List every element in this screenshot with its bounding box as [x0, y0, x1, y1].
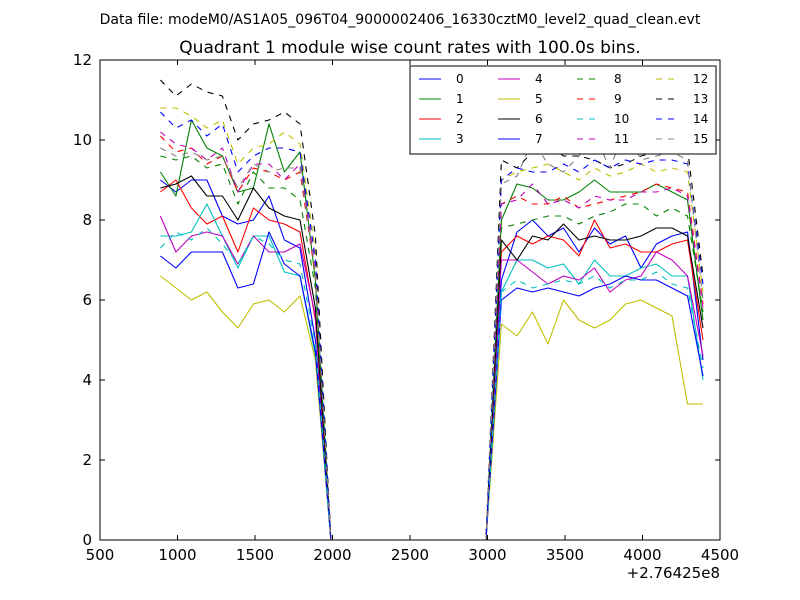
legend-label-11: 11	[614, 132, 629, 146]
x-tick-label: 2500	[391, 546, 429, 564]
legend-label-7: 7	[535, 132, 543, 146]
y-tick-label: 8	[82, 211, 92, 229]
legend-box	[409, 65, 717, 155]
legend-label-2: 2	[456, 112, 464, 126]
x-tick-label: 1500	[236, 546, 274, 564]
y-tick-label: 0	[82, 531, 92, 549]
x-tick-label: 3500	[546, 546, 584, 564]
y-tick-label: 12	[73, 51, 92, 69]
chart-title: Quadrant 1 module wise count rates with …	[179, 38, 640, 58]
legend-label-15: 15	[693, 132, 708, 146]
x-tick-label: 4500	[701, 546, 739, 564]
x-tick-label: 3000	[468, 546, 506, 564]
legend-label-3: 3	[456, 132, 464, 146]
legend-label-13: 13	[693, 92, 708, 106]
y-tick-label: 6	[82, 291, 92, 309]
x-tick-label: 2000	[313, 546, 351, 564]
legend-label-1: 1	[456, 92, 464, 106]
y-tick-label: 10	[73, 131, 92, 149]
legend-label-0: 0	[456, 72, 464, 86]
series-line-12	[160, 107, 704, 541]
series-line-8	[160, 155, 704, 541]
y-tick-label: 4	[82, 371, 92, 389]
legend-label-14: 14	[693, 112, 708, 126]
legend-label-9: 9	[614, 92, 622, 106]
legend-label-6: 6	[535, 112, 543, 126]
x-tick-label: 500	[86, 546, 115, 564]
legend-label-4: 4	[535, 72, 543, 86]
series-line-10	[160, 227, 704, 541]
x-tick-label: 4000	[623, 546, 661, 564]
legend-label-10: 10	[614, 112, 629, 126]
x-tick-label: 1000	[158, 546, 196, 564]
legend-label-5: 5	[535, 92, 543, 106]
legend-label-12: 12	[693, 72, 708, 86]
ticks-layer: 500 1000 1500 2000 2500 3000 3500 4000 4500 0 2 4 6 8…	[73, 51, 739, 564]
y-tick-label: 2	[82, 451, 92, 469]
plot-area: 500 1000 1500 2000 2500 3000 3500 4000 4500 0 2 4 6 8…	[73, 51, 739, 582]
x-offset-label: +2.76425e8	[627, 564, 720, 582]
legend-label-8: 8	[614, 72, 622, 86]
suptitle: Data file: modeM0/AS1A05_096T04_90000024…	[100, 12, 701, 28]
series-line-9	[160, 135, 704, 541]
